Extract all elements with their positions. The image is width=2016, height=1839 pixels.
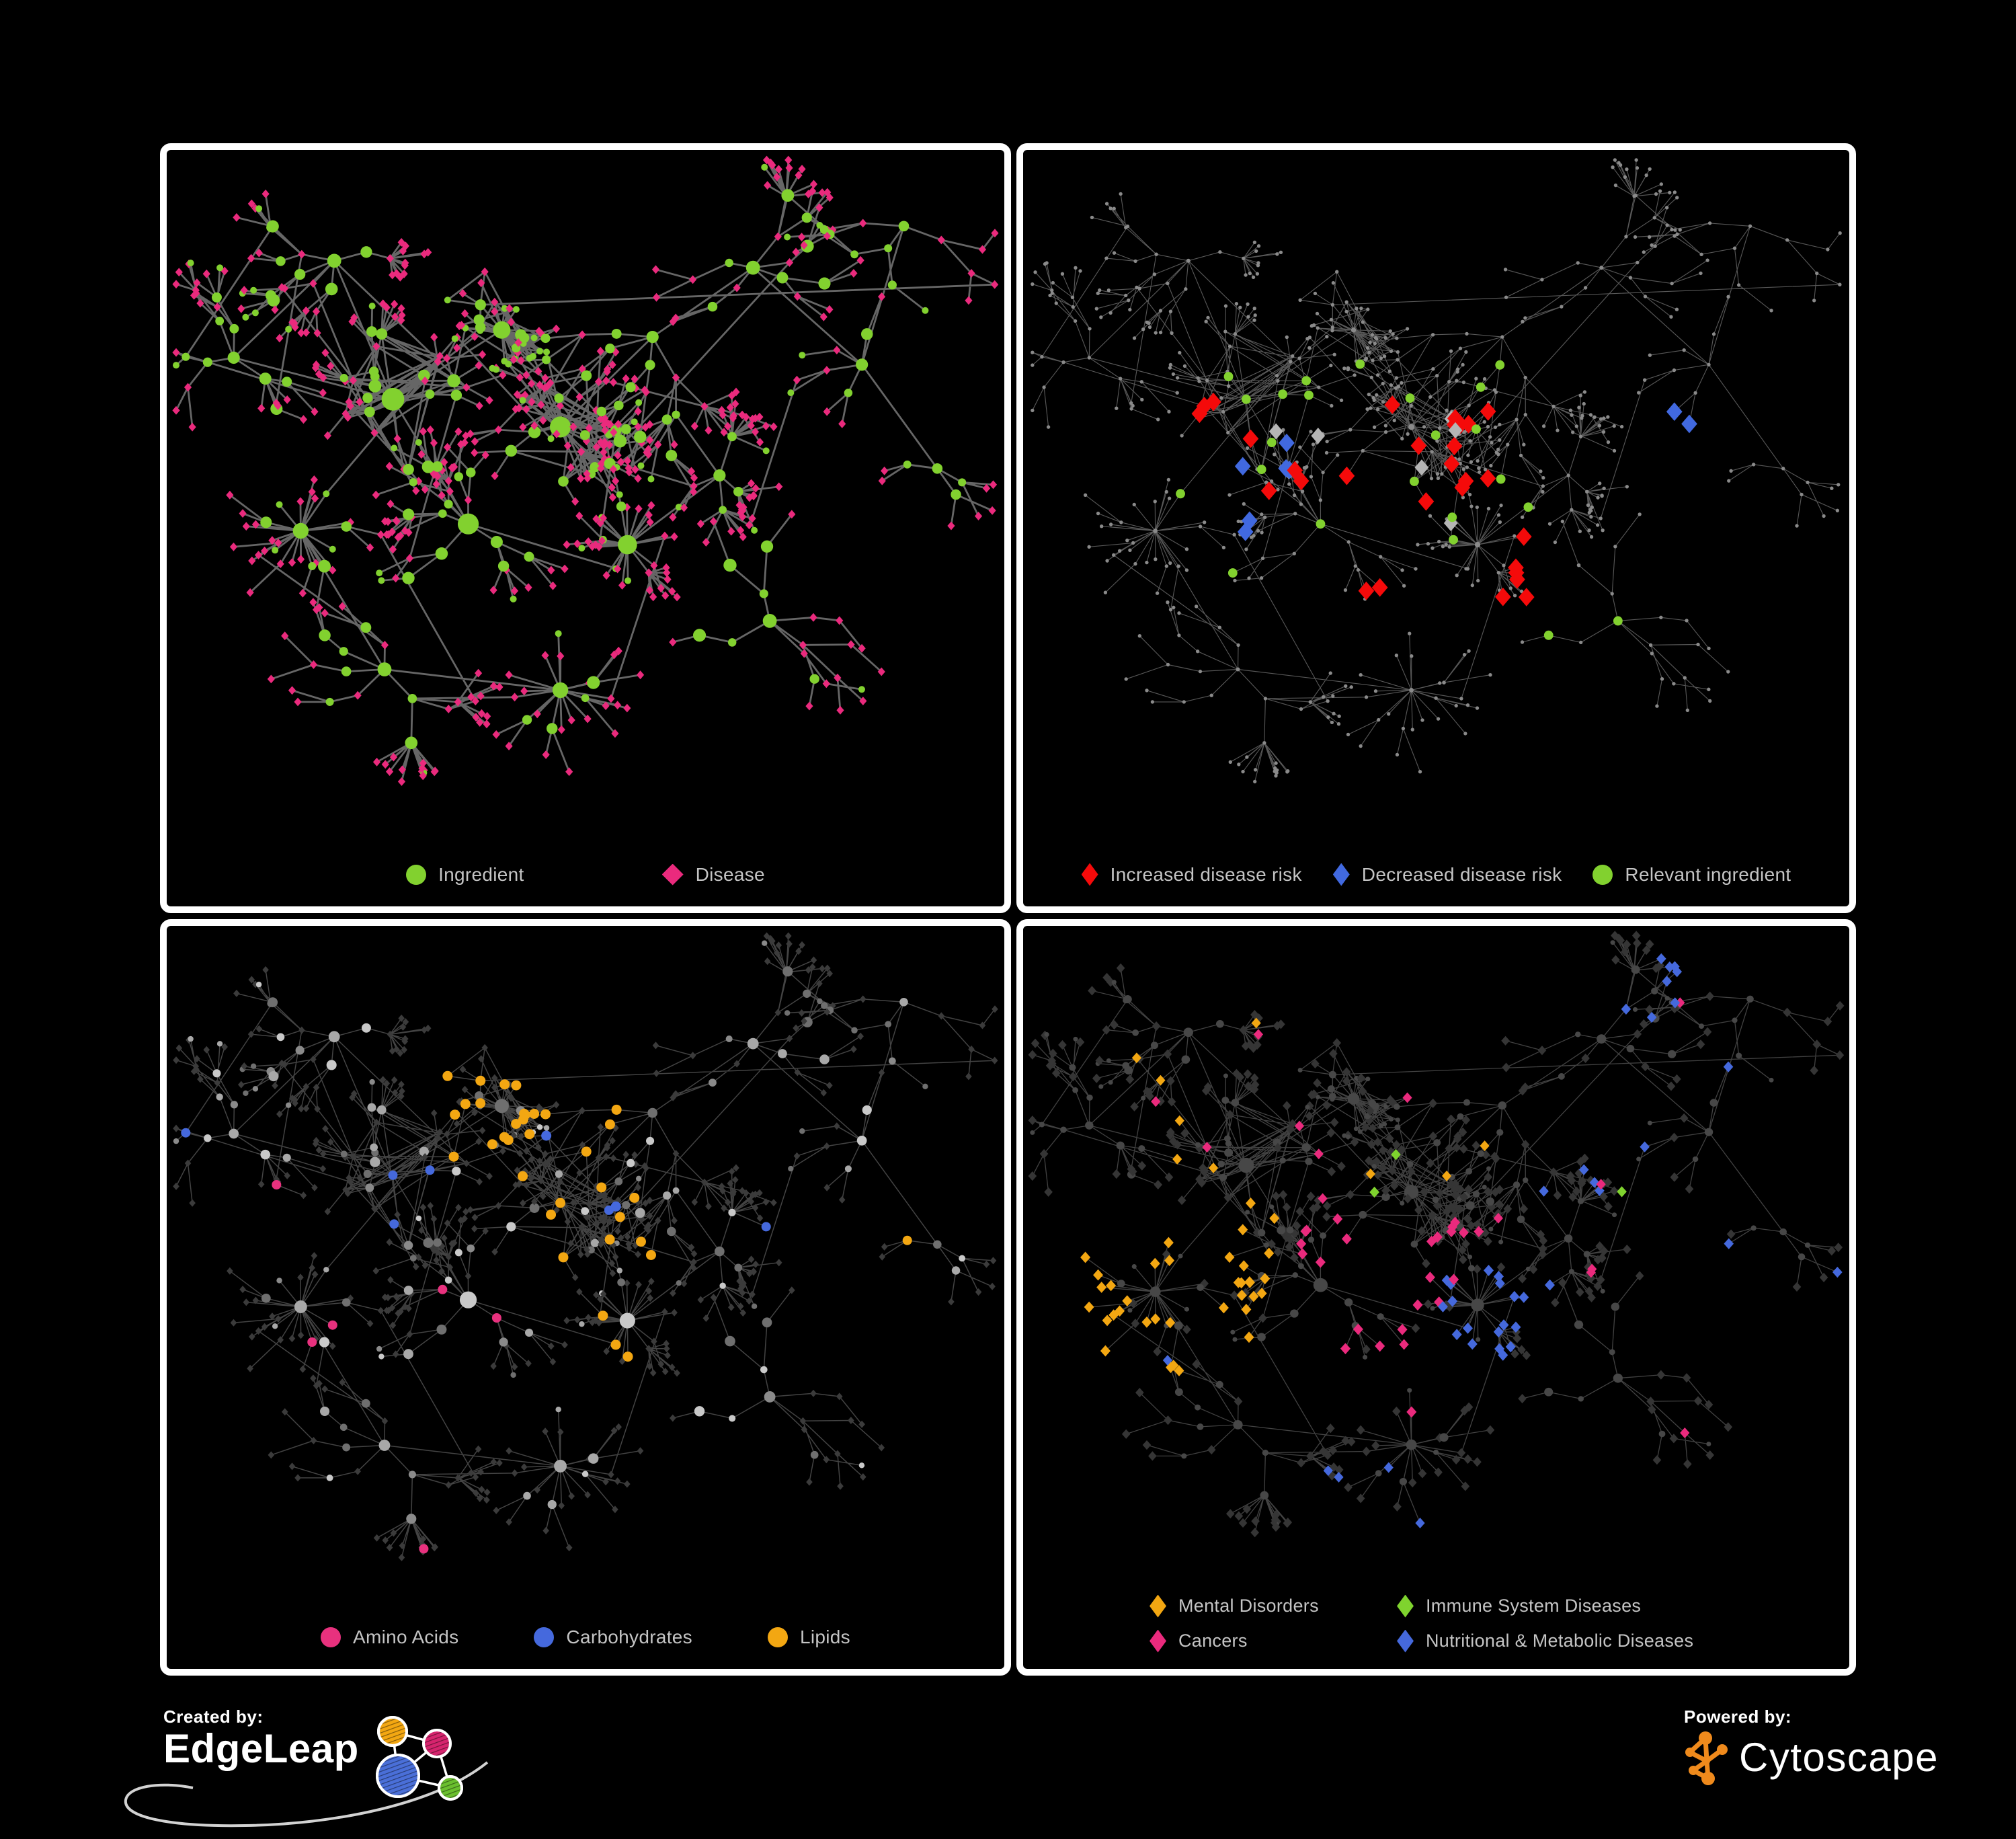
ingredient-circle-swatch	[406, 864, 427, 885]
panel-disease-risk: Increased disease risk Decreased disease…	[1016, 143, 1856, 913]
legend-item-lipids: Lipids	[767, 1626, 850, 1648]
network-canvas-disease-risk	[1031, 158, 1842, 784]
cytoscape-wordmark: Cytoscape	[1739, 1735, 1939, 1780]
created-by-label: Created by:	[163, 1707, 264, 1727]
legend-nutrient-classes: Amino Acids Carbohydrates Lipids	[167, 1605, 1004, 1669]
cancers-diamond-swatch	[1150, 1629, 1166, 1653]
legend-label-immune-system-diseases: Immune System Diseases	[1426, 1596, 1642, 1616]
panel-nutrient-classes: Amino Acids Carbohydrates Lipids	[160, 919, 1011, 1676]
panel-ingredient-disease: Ingredient Disease	[160, 143, 1011, 913]
legend-label-nutritional-metabolic: Nutritional & Metabolic Diseases	[1426, 1631, 1694, 1651]
amino-acids-circle-swatch	[321, 1627, 341, 1647]
powered-by-block: Powered by: Cytoscape	[1684, 1707, 1966, 1785]
lipids-circle-swatch	[767, 1627, 788, 1647]
legend-item-nutritional-metabolic: Nutritional & Metabolic Diseases	[1397, 1629, 1694, 1653]
legend-item-carbohydrates: Carbohydrates	[534, 1627, 692, 1648]
legend-label-carbohydrates: Carbohydrates	[566, 1626, 692, 1647]
legend-label-ingredient: Ingredient	[438, 863, 524, 885]
edgeleap-wordmark: EdgeLeap	[163, 1726, 359, 1771]
created-by-block: Created by: EdgeLeap	[124, 1707, 594, 1828]
legend-disease-risk: Increased disease risk Decreased disease…	[1023, 843, 1849, 906]
powered-by-label: Powered by:	[1684, 1707, 1792, 1727]
mental-disorders-diamond-swatch	[1150, 1594, 1166, 1618]
decreased-risk-diamond-swatch	[1332, 863, 1350, 886]
legend-item-mental-disorders: Mental Disorders	[1150, 1594, 1397, 1618]
legend-label-relevant-ingredient: Relevant ingredient	[1625, 863, 1791, 885]
legend-label-decreased-risk: Decreased disease risk	[1361, 863, 1562, 885]
nutritional-metabolic-diamond-swatch	[1397, 1629, 1414, 1653]
legend-label-lipids: Lipids	[799, 1626, 850, 1647]
legend-item-cancers: Cancers	[1150, 1629, 1397, 1653]
network-canvas-disease-categories	[1028, 931, 1845, 1538]
legend-disease-categories: Mental Disorders Immune System Diseases …	[1023, 1578, 1849, 1669]
legend-item-increased-risk: Increased disease risk	[1081, 863, 1302, 886]
legend-item-relevant-ingredient: Relevant ingredient	[1592, 864, 1791, 886]
immune-system-diamond-swatch	[1397, 1594, 1414, 1618]
legend-item-immune-system-diseases: Immune System Diseases	[1397, 1594, 1693, 1618]
legend-item-ingredient: Ingredient	[406, 864, 524, 886]
legend-label-cancers: Cancers	[1178, 1631, 1248, 1651]
legend-item-amino-acids: Amino Acids	[321, 1627, 458, 1648]
network-canvas-nutrient-classes	[173, 932, 998, 1561]
relevant-ingredient-circle-swatch	[1592, 864, 1613, 885]
increased-risk-diamond-swatch	[1081, 863, 1098, 886]
cytoscape-logo-icon	[1685, 1731, 1728, 1785]
legend-label-disease: Disease	[695, 863, 765, 885]
legend-label-increased-risk: Increased disease risk	[1110, 863, 1302, 885]
legend-label-amino-acids: Amino Acids	[353, 1626, 459, 1647]
legend-ingredient-disease: Ingredient Disease	[167, 843, 1004, 906]
disease-diamond-swatch	[661, 863, 684, 886]
network-canvas-ingredient-disease	[172, 155, 999, 786]
carbohydrates-circle-swatch	[534, 1627, 555, 1647]
legend-item-decreased-risk: Decreased disease risk	[1332, 863, 1562, 886]
legend-label-mental-disorders: Mental Disorders	[1178, 1596, 1319, 1616]
legend-item-disease: Disease	[661, 863, 765, 886]
panel-disease-categories: Mental Disorders Immune System Diseases …	[1016, 919, 1856, 1676]
edgeleap-logo-icon	[375, 1716, 463, 1801]
